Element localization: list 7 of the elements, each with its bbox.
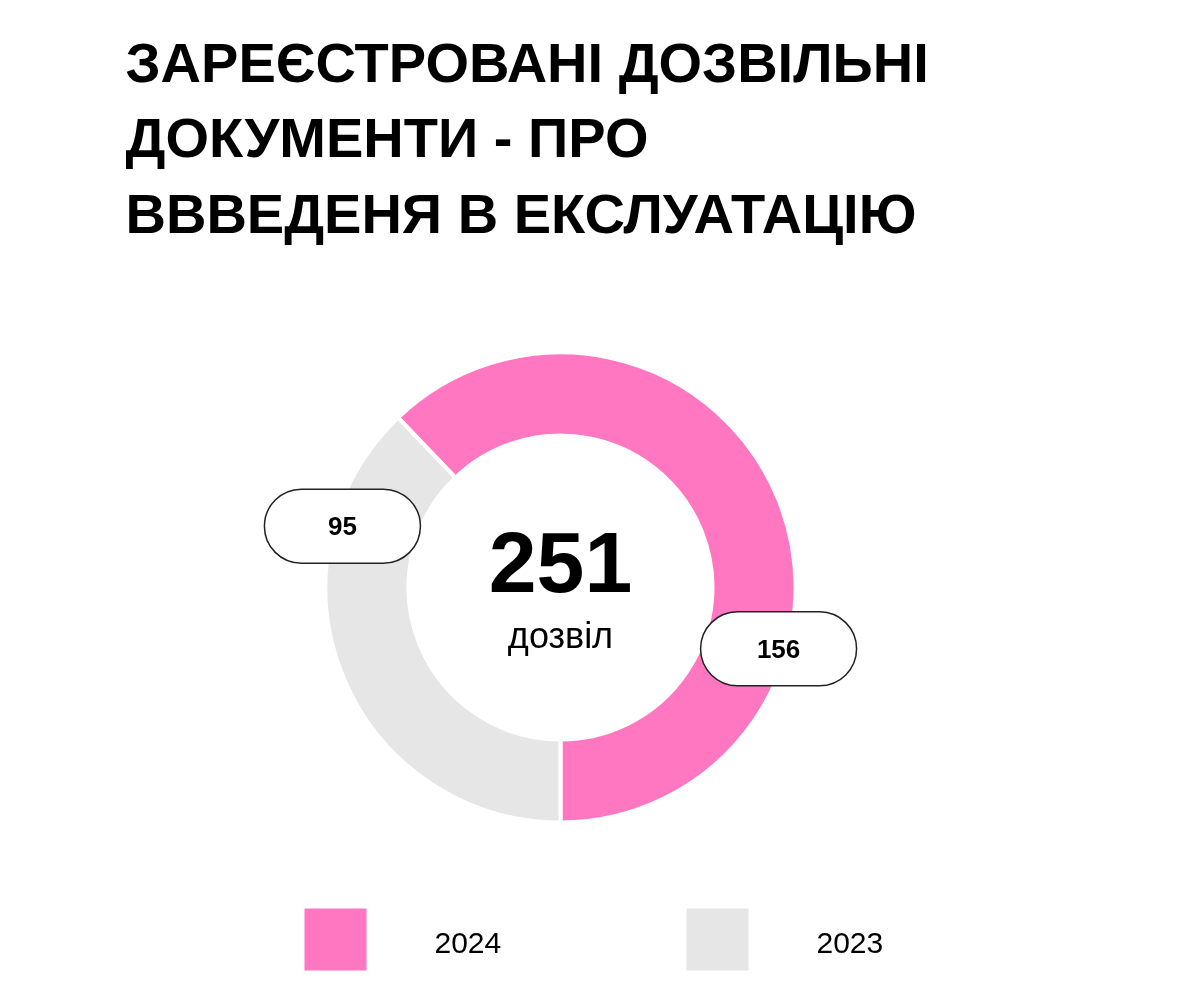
data-label: 95	[327, 511, 357, 542]
text: дозвіл	[507, 615, 614, 656]
legend-label: 2023	[816, 925, 884, 959]
text: 251	[488, 514, 633, 610]
data-label: 156	[756, 633, 801, 664]
chart-title: ЗАРЕЄСТРОВАНІ ДОЗВІЛЬНІ ДОКУМЕНТИ - ПРО ВВВЕДЕНЯ В ЕКСЛУАТАЦІЮ	[125, 30, 929, 245]
legend-label: 2024	[434, 925, 502, 959]
